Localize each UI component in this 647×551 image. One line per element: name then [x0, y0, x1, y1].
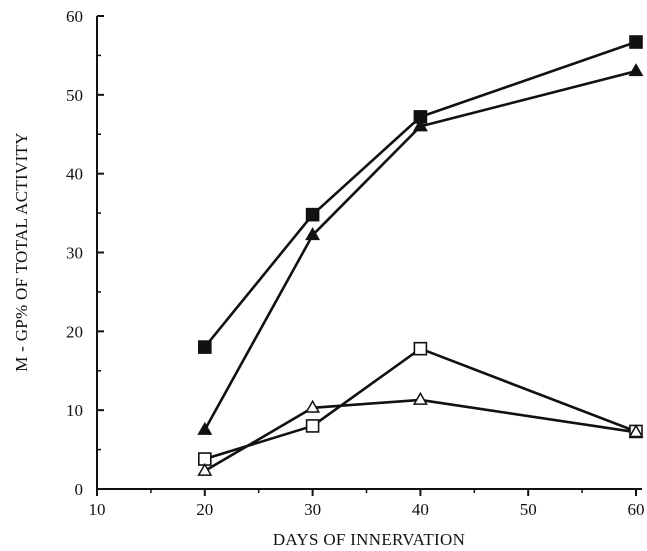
x-ticks: 10 20 30 40 50 60 [89, 489, 645, 519]
series-3-line [204, 398, 637, 472]
x-tick-label-20: 20 [196, 500, 213, 519]
y-tick-label-20: 20 [66, 322, 83, 341]
series-3-point-0 [197, 462, 213, 476]
x-tick-label-10: 10 [89, 500, 106, 519]
y-ticks: 0 10 20 30 40 50 60 [66, 7, 104, 499]
y-tick-label-50: 50 [66, 86, 83, 105]
series-layer [197, 35, 644, 476]
series-2-line [204, 347, 637, 461]
axes [96, 16, 642, 490]
x-tick-label-50: 50 [520, 500, 537, 519]
series-0-point-1 [305, 207, 320, 222]
series-2-point-2 [413, 341, 428, 356]
y-axis-title: M - GP% OF TOTAL ACTIVITY [12, 132, 31, 372]
y-tick-label-0: 0 [75, 480, 84, 499]
series-3-point-1 [305, 399, 321, 413]
x-tick-label-30: 30 [304, 500, 321, 519]
x-axis-title: DAYS OF INNERVATION [273, 530, 465, 549]
series-3-point-3 [628, 424, 644, 438]
y-tick-label-10: 10 [66, 401, 83, 420]
y-tick-label-60: 60 [66, 7, 83, 26]
series-0-point-0 [198, 340, 212, 354]
series-0-point-3 [629, 35, 643, 49]
x-tick-label-60: 60 [628, 500, 645, 519]
y-tick-label-40: 40 [66, 165, 83, 184]
series-0-line [203, 40, 637, 348]
series-1-point-1 [305, 227, 321, 241]
series-1-point-2 [412, 118, 428, 132]
series-1-point-0 [197, 421, 213, 435]
series-1-point-3 [628, 63, 644, 77]
series-1-line [203, 69, 637, 431]
y-tick-label-30: 30 [66, 244, 83, 263]
series-3-point-2 [412, 391, 428, 405]
x-tick-label-40: 40 [412, 500, 429, 519]
series-2-point-1 [305, 419, 320, 433]
